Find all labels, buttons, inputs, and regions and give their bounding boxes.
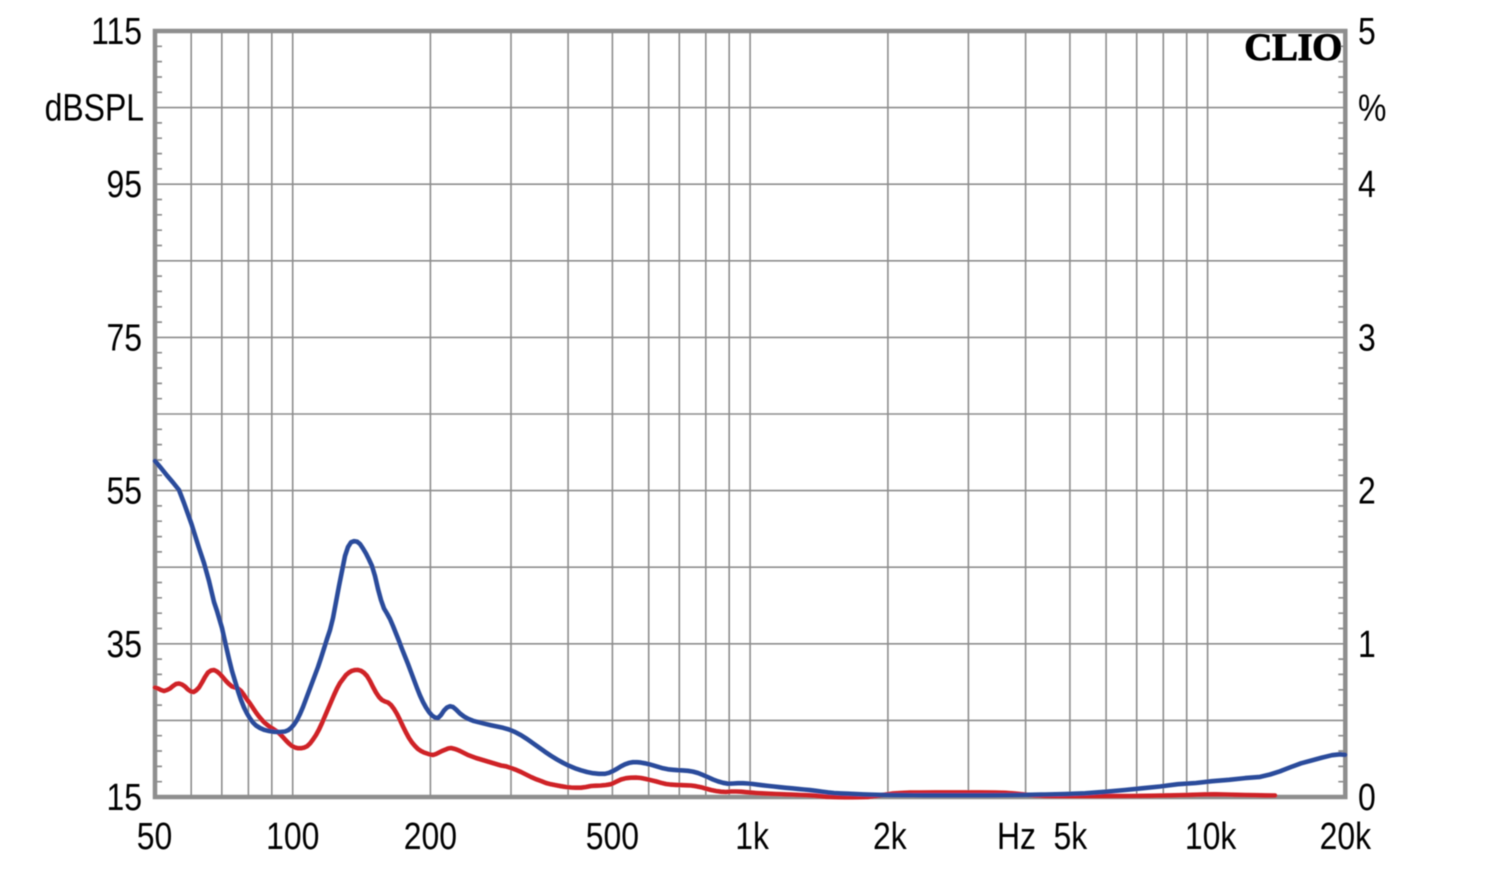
svg-text:35: 35 (106, 623, 142, 665)
svg-text:2k: 2k (873, 815, 907, 857)
svg-text:CLIO: CLIO (1244, 26, 1342, 69)
svg-text:200: 200 (404, 815, 457, 857)
svg-text:95: 95 (106, 164, 142, 206)
svg-text:5: 5 (1358, 10, 1376, 52)
svg-text:1: 1 (1358, 623, 1376, 665)
svg-text:75: 75 (106, 317, 142, 359)
svg-text:20k: 20k (1320, 815, 1372, 857)
svg-text:2: 2 (1358, 470, 1376, 512)
svg-text:5k: 5k (1054, 815, 1088, 857)
svg-text:50: 50 (137, 815, 173, 857)
svg-text:4: 4 (1358, 164, 1376, 206)
svg-text:0: 0 (1358, 776, 1376, 818)
svg-text:%: % (1358, 87, 1386, 129)
svg-text:Hz: Hz (997, 815, 1036, 857)
svg-text:115: 115 (91, 10, 142, 52)
svg-text:100: 100 (266, 815, 319, 857)
svg-text:3: 3 (1358, 317, 1376, 359)
svg-text:15: 15 (106, 776, 142, 818)
svg-text:10k: 10k (1185, 815, 1237, 857)
svg-text:1k: 1k (735, 815, 769, 857)
svg-text:dBSPL: dBSPL (45, 87, 144, 129)
svg-text:500: 500 (586, 815, 639, 857)
svg-text:55: 55 (106, 470, 142, 512)
